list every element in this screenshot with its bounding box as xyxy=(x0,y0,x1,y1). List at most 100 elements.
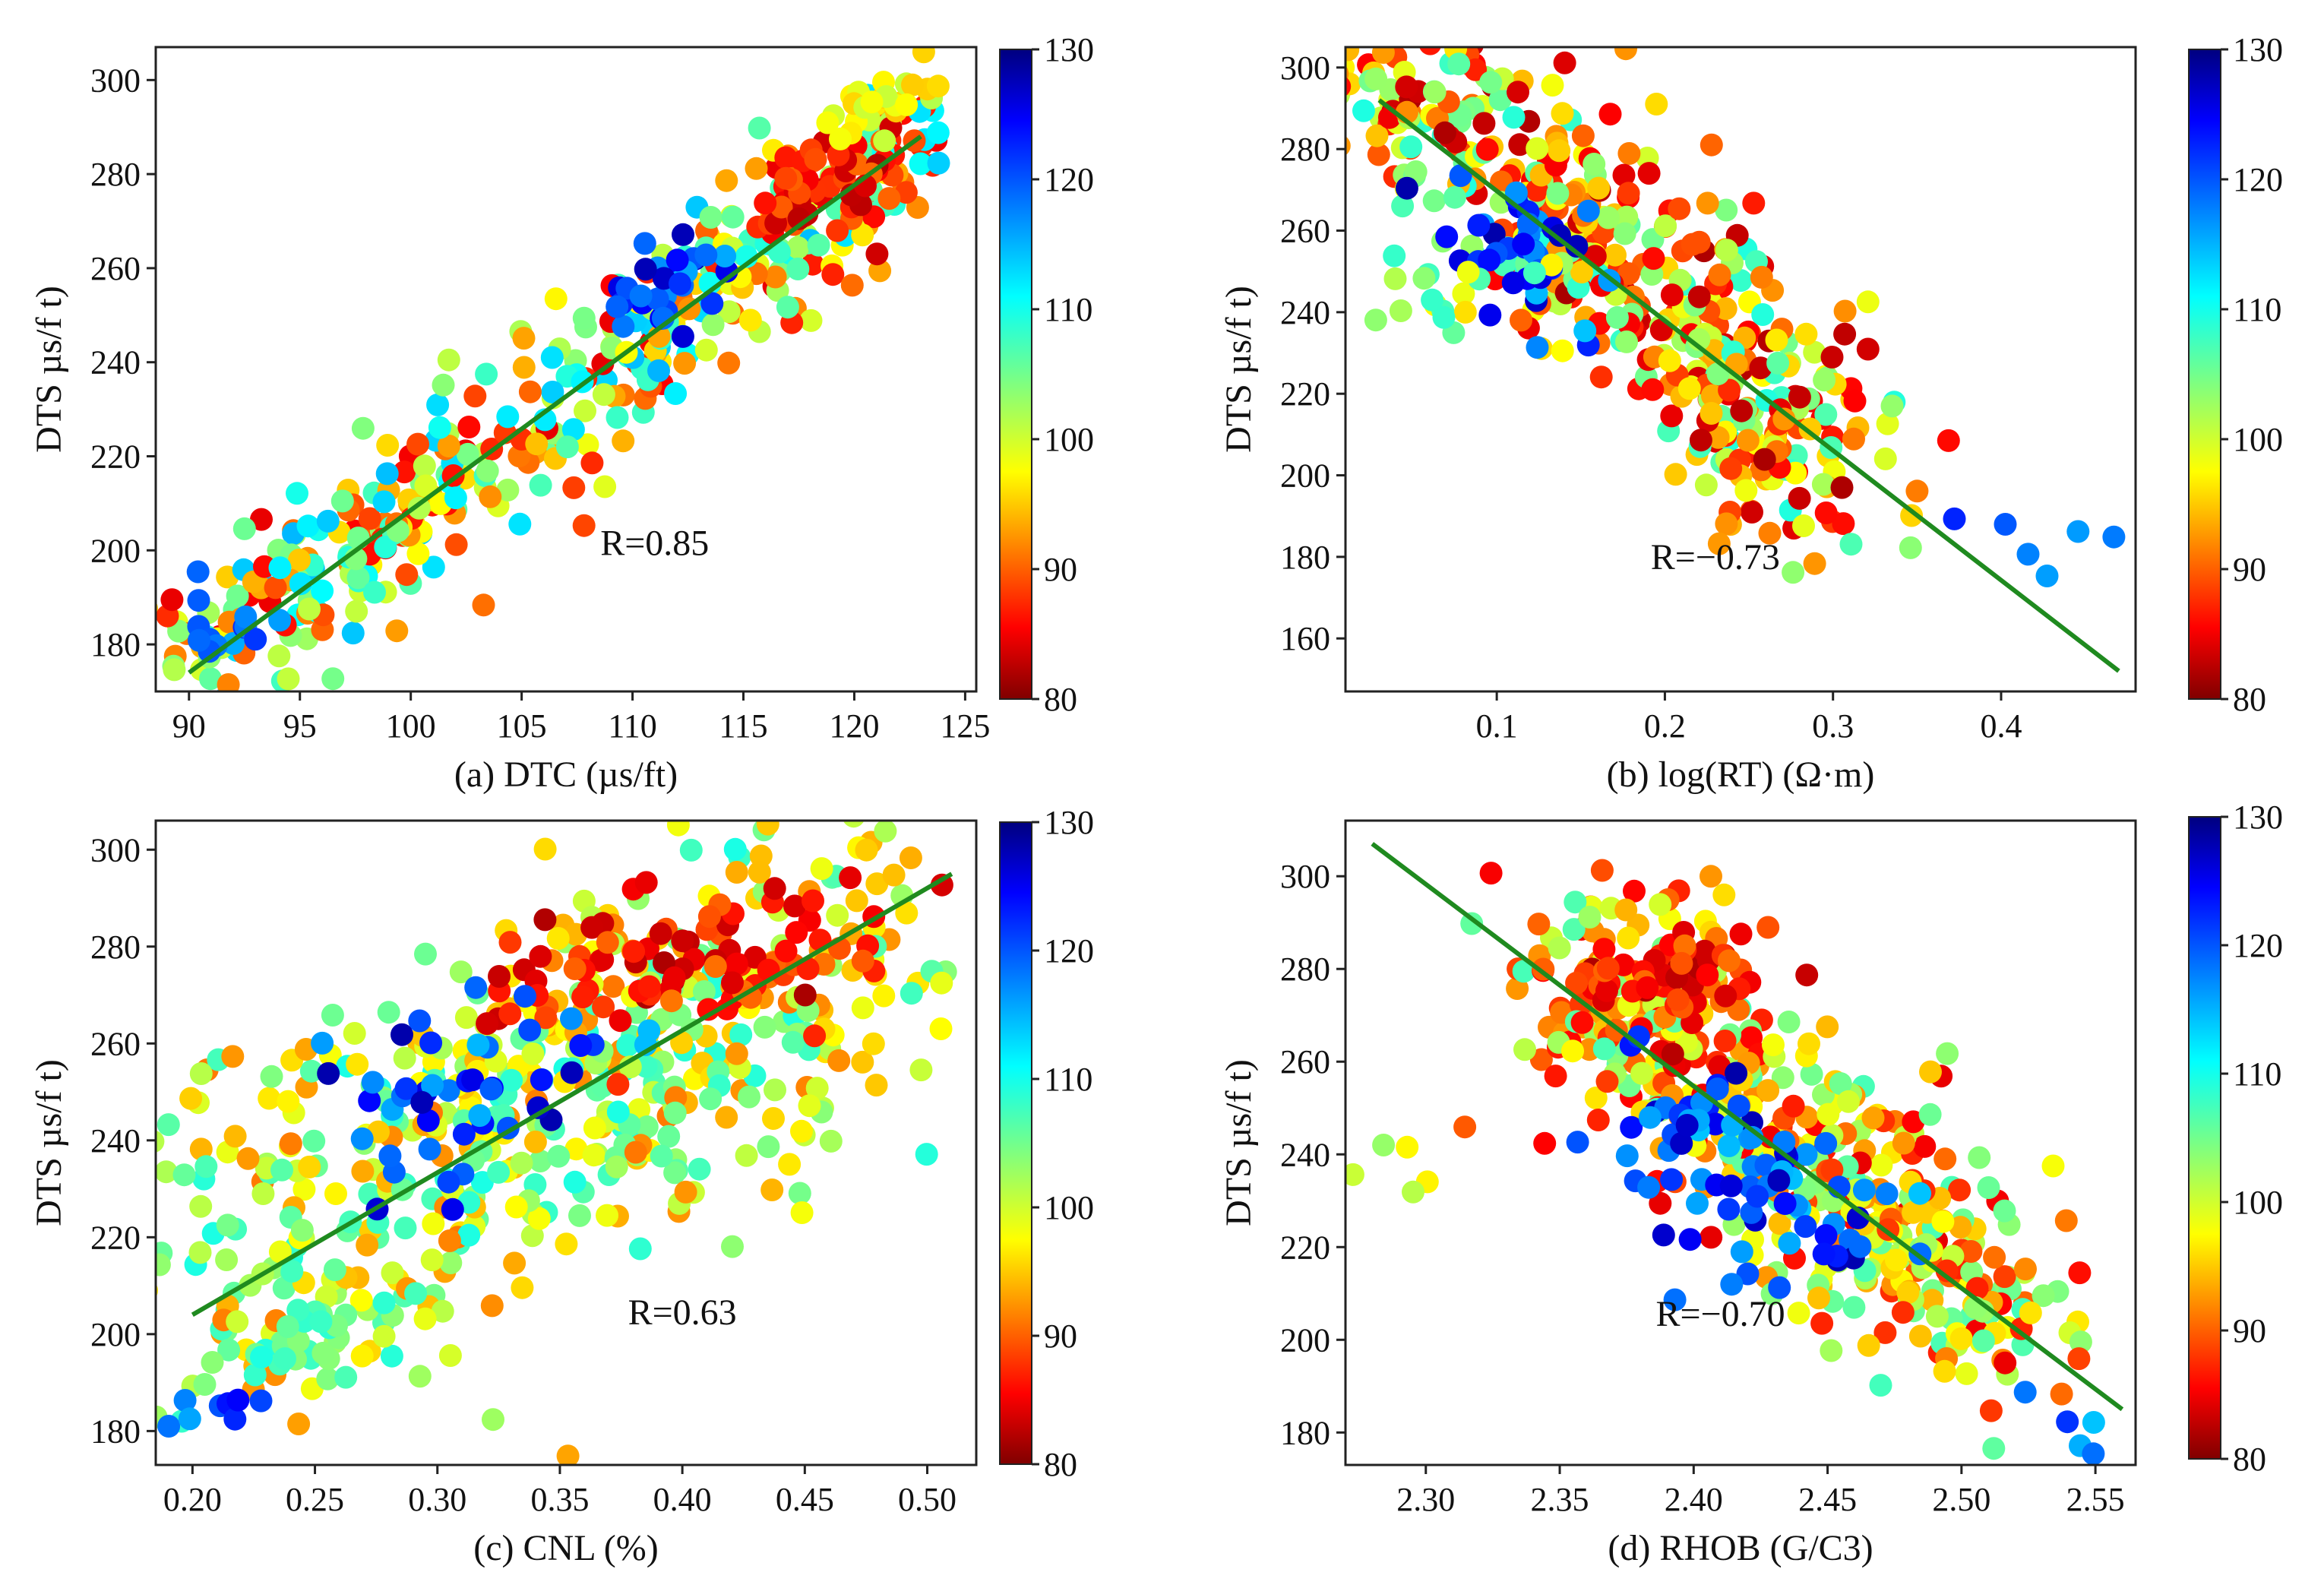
data-point xyxy=(637,975,661,998)
data-point xyxy=(1595,979,1618,1002)
y-tick-label: 220 xyxy=(1280,1229,1330,1266)
data-point xyxy=(330,489,354,513)
data-point xyxy=(593,475,617,498)
data-point xyxy=(1787,1302,1810,1325)
data-point xyxy=(406,542,430,565)
data-point xyxy=(541,381,564,403)
data-point xyxy=(311,1031,334,1055)
data-point xyxy=(1717,1134,1741,1157)
data-point xyxy=(1510,308,1532,332)
data-point xyxy=(882,669,905,691)
data-point xyxy=(701,313,725,337)
data-point xyxy=(1570,261,1593,283)
data-point xyxy=(697,998,720,1021)
data-point xyxy=(1522,261,1546,285)
data-point xyxy=(1773,1192,1797,1215)
data-point xyxy=(511,1276,534,1299)
data-point xyxy=(622,940,646,963)
data-point xyxy=(662,966,686,989)
plot-frame-c xyxy=(154,819,978,1466)
y-tick-label: 200 xyxy=(90,1316,141,1353)
data-point xyxy=(735,1144,758,1167)
data-point xyxy=(1364,67,1388,90)
data-point xyxy=(612,315,635,338)
data-point xyxy=(628,1237,652,1261)
data-point xyxy=(529,473,552,497)
data-point xyxy=(1595,1070,1619,1093)
data-point xyxy=(666,248,689,272)
data-point xyxy=(561,418,585,441)
data-point xyxy=(1614,898,1638,922)
data-point xyxy=(421,1074,444,1097)
data-point xyxy=(1792,514,1815,537)
data-point xyxy=(1637,162,1661,185)
data-point xyxy=(1592,1037,1616,1061)
data-point xyxy=(1479,862,1503,885)
data-point xyxy=(201,1351,224,1374)
data-point xyxy=(787,207,811,230)
data-point xyxy=(1402,1180,1424,1204)
data-point xyxy=(1900,504,1924,527)
data-point xyxy=(1584,1087,1608,1109)
y-tick-label: 220 xyxy=(90,1219,141,1256)
x-tick-label: 90 xyxy=(172,707,206,745)
data-point xyxy=(569,1034,593,1057)
data-point xyxy=(390,1023,413,1046)
data-point xyxy=(748,116,771,140)
data-point xyxy=(523,1130,547,1153)
data-point xyxy=(1861,1106,1885,1130)
data-point xyxy=(223,1407,247,1431)
data-point xyxy=(1395,176,1418,200)
data-point xyxy=(1613,222,1636,245)
data-point xyxy=(1842,1296,1866,1319)
data-point xyxy=(457,1223,481,1247)
y-tick-label: 200 xyxy=(1280,457,1330,495)
data-point xyxy=(157,1415,181,1438)
data-point xyxy=(1707,532,1731,555)
data-point xyxy=(463,384,487,408)
data-point xyxy=(264,576,287,600)
data-point xyxy=(786,258,810,280)
data-point xyxy=(790,1119,813,1143)
data-point xyxy=(290,1219,314,1242)
data-point xyxy=(851,1050,874,1074)
data-point xyxy=(725,861,748,884)
data-point xyxy=(518,380,542,403)
data-point xyxy=(1820,1339,1843,1362)
data-point xyxy=(1982,1437,2006,1460)
data-point xyxy=(302,1129,326,1153)
data-point xyxy=(666,821,690,837)
plot-frame-b xyxy=(1344,46,2137,693)
data-point xyxy=(1983,1245,2006,1269)
colorbar-tick-label: 130 xyxy=(1044,804,1094,841)
data-point xyxy=(1479,71,1503,94)
data-point xyxy=(323,1258,346,1282)
data-point xyxy=(1994,1351,2017,1375)
data-point xyxy=(873,129,896,153)
data-point xyxy=(2082,1411,2105,1434)
data-point xyxy=(865,1074,888,1097)
data-point xyxy=(527,1207,551,1230)
panel-c: 0.20 0.25 0.30 0.35 0.40 0.45 0.50 180 200 220 240… xyxy=(29,669,1094,1568)
data-point xyxy=(2041,1154,2065,1178)
data-point xyxy=(250,1346,273,1369)
data-point xyxy=(754,780,776,802)
data-point xyxy=(930,971,953,995)
data-point xyxy=(249,1389,273,1413)
data-point xyxy=(178,1407,201,1431)
data-point xyxy=(1422,189,1446,213)
data-point xyxy=(786,236,810,259)
data-point xyxy=(563,957,587,980)
data-point xyxy=(793,983,817,1007)
data-point xyxy=(1943,507,1966,530)
data-point xyxy=(189,1194,213,1218)
data-point xyxy=(790,1201,814,1224)
data-point xyxy=(1546,182,1570,205)
colorbar-tick-label: 120 xyxy=(2233,161,2283,198)
data-point xyxy=(406,432,429,456)
colorbar-tick-label: 110 xyxy=(1044,1061,1092,1098)
data-point xyxy=(452,1122,476,1146)
data-point xyxy=(393,460,416,484)
data-point xyxy=(156,1130,165,1153)
